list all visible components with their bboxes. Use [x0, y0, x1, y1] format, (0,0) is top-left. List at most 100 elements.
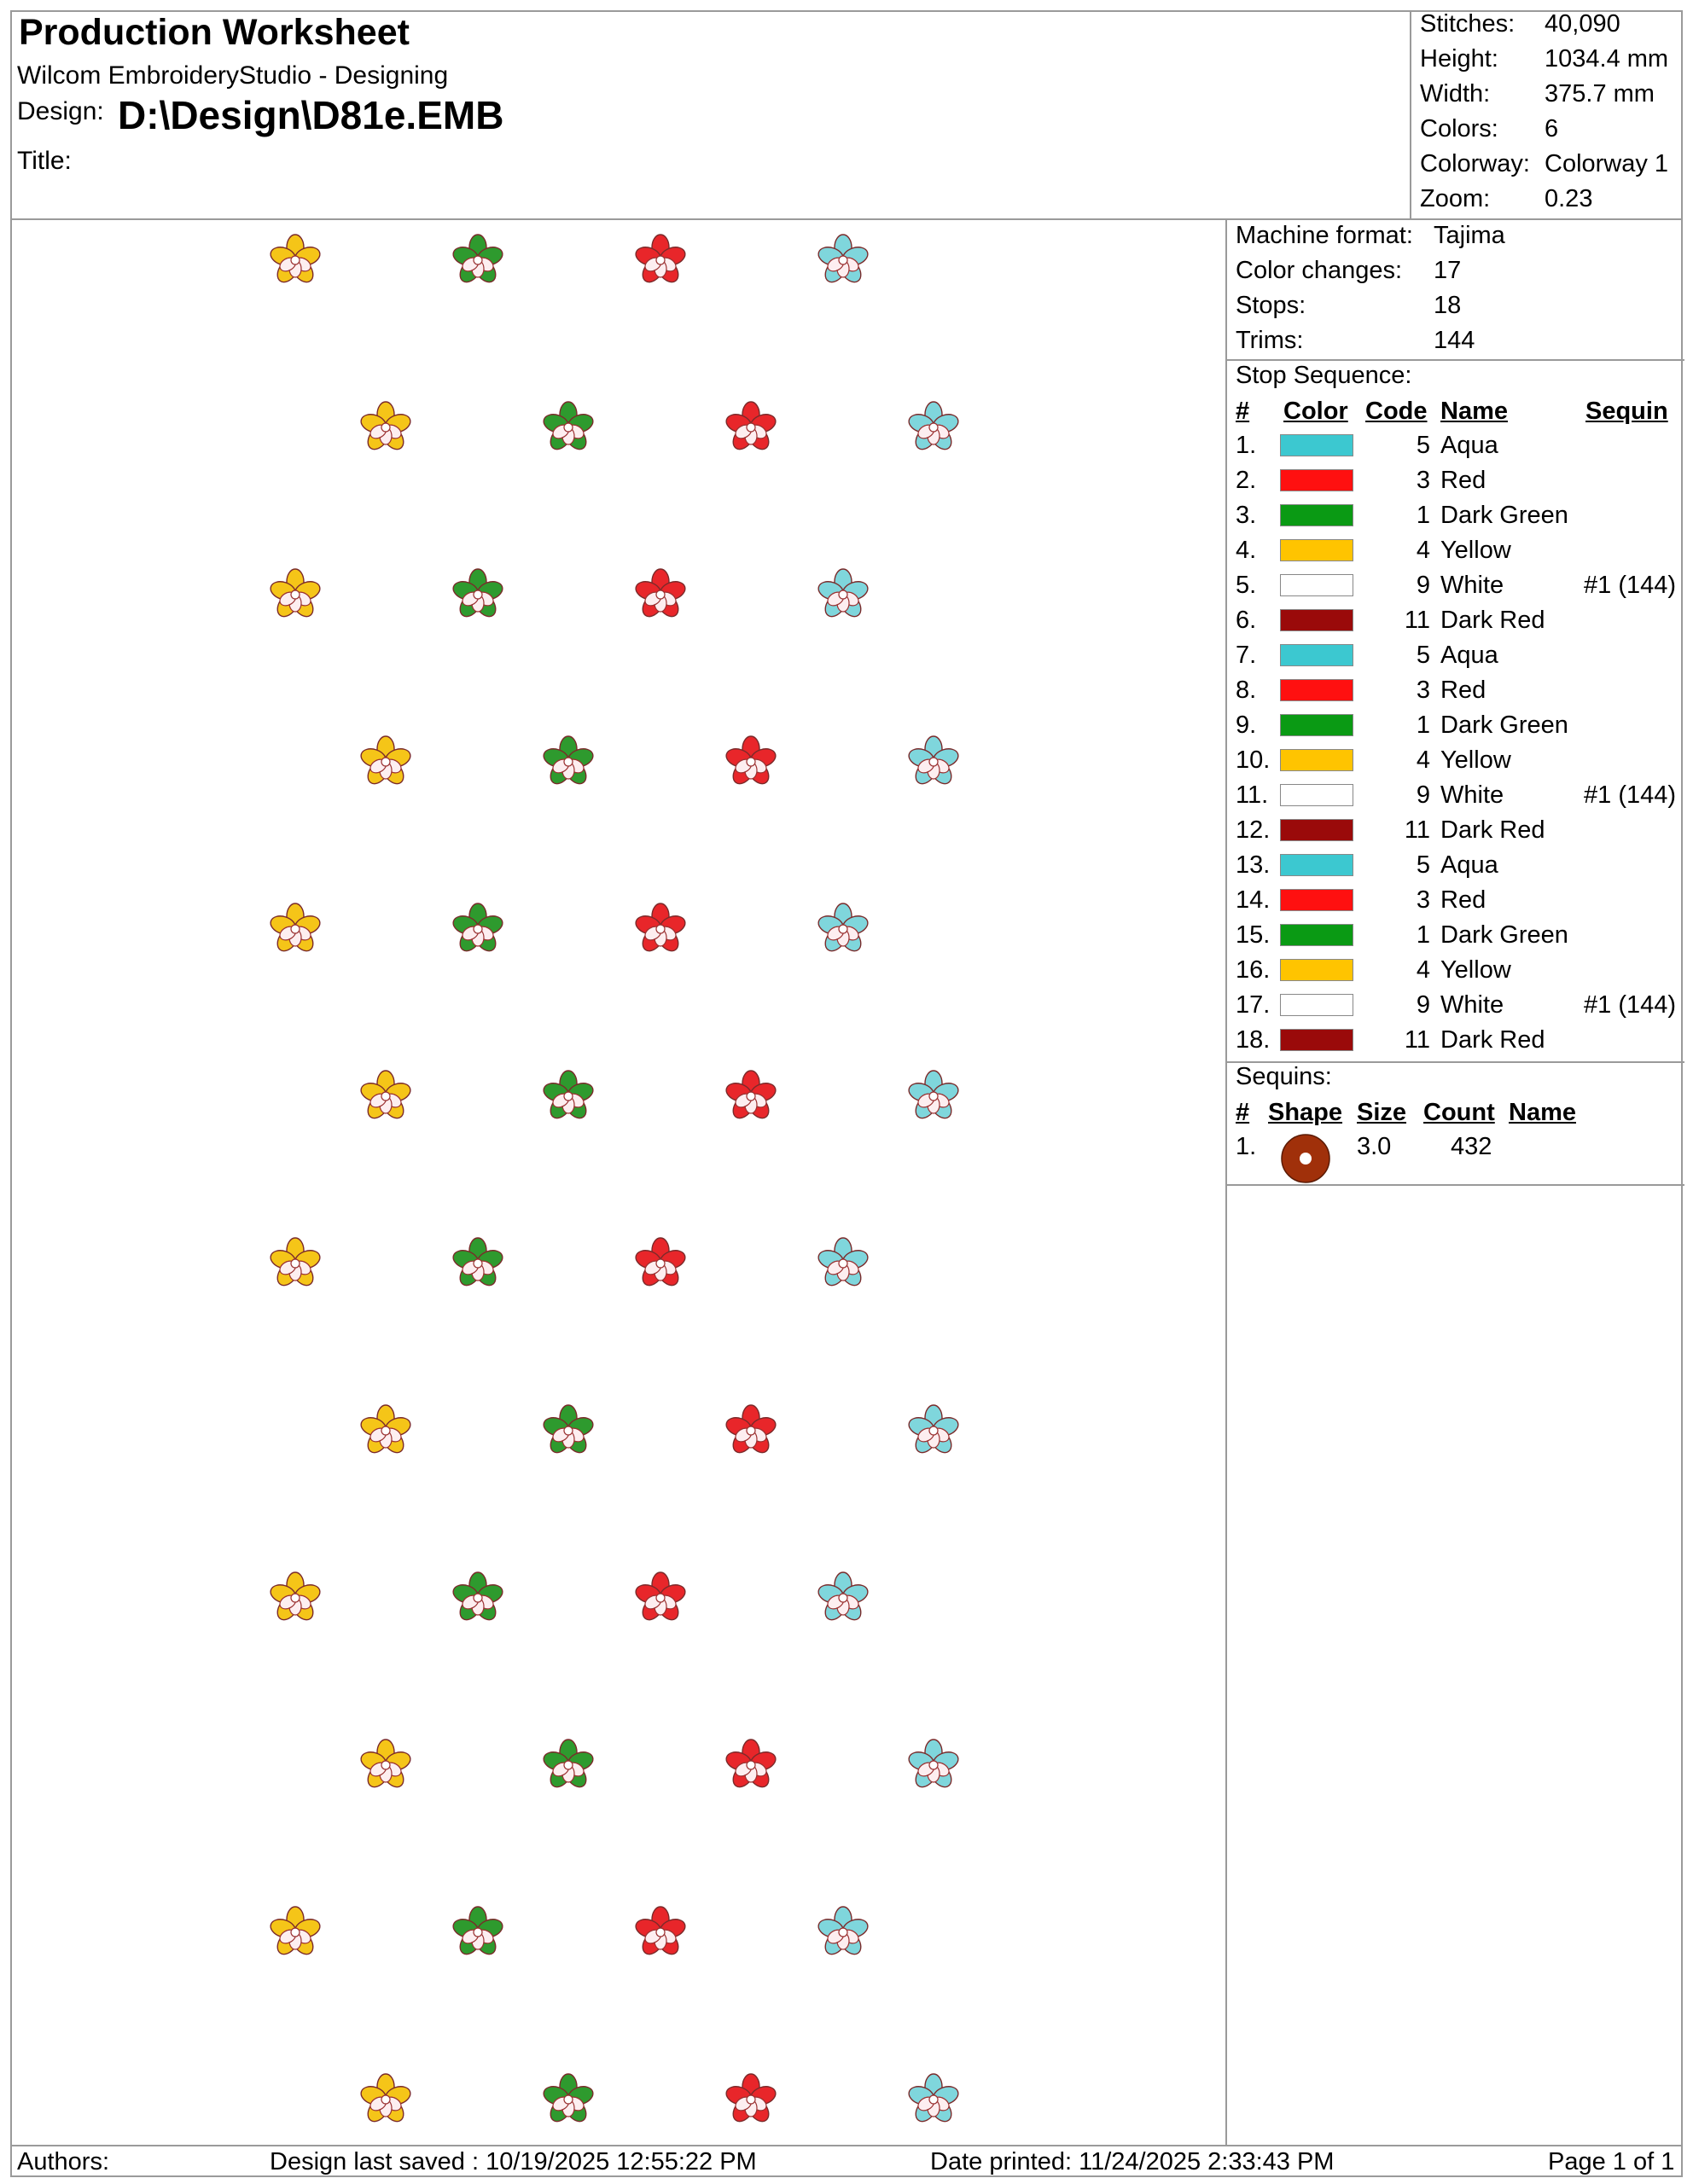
color-swatch: [1280, 784, 1353, 806]
flower-motif-icon: [908, 1404, 959, 1454]
sequin-header-name: Name: [1509, 1099, 1576, 1126]
flower-motif-icon: [360, 735, 411, 785]
thread-name: Yellow: [1440, 746, 1511, 774]
flower-motif-icon: [270, 568, 321, 618]
design-last-saved: Design last saved : 10/19/2025 12:55:22 …: [270, 2148, 757, 2175]
flower-motif-icon: [360, 1070, 411, 1119]
flower-motif-icon: [452, 234, 503, 283]
color-swatch: [1280, 994, 1353, 1016]
stop-number: 16.: [1236, 956, 1271, 984]
stop-row: 14. 3 Red: [1227, 886, 1684, 921]
stop-row: 3. 1 Dark Green: [1227, 502, 1684, 537]
flower-motif-icon: [452, 1571, 503, 1621]
flower-motif-icon: [817, 1571, 869, 1621]
thread-name: White: [1440, 991, 1504, 1019]
color-swatch: [1280, 714, 1353, 736]
design-preview: [12, 222, 1224, 2143]
sequin-header-size: Size: [1357, 1099, 1407, 1126]
stop-row: 10. 4 Yellow: [1227, 746, 1684, 781]
flower-motif-icon: [635, 568, 686, 618]
flower-motif-icon: [543, 1070, 594, 1119]
stop-row: 13. 5 Aqua: [1227, 851, 1684, 886]
flower-motif-icon: [908, 2073, 959, 2123]
sequins-title: Sequins:: [1236, 1063, 1332, 1090]
thread-code: 11: [1404, 607, 1430, 634]
title-label: Title:: [17, 147, 72, 175]
color-swatch: [1280, 959, 1353, 981]
flower-motif-icon: [817, 903, 869, 952]
stop-row: 7. 5 Aqua: [1227, 642, 1684, 677]
thread-code: 1: [1416, 502, 1430, 529]
thread-code: 9: [1416, 991, 1430, 1019]
flower-motif-icon: [543, 401, 594, 450]
sequin-header-shape: Shape: [1268, 1099, 1343, 1126]
flower-motif-icon: [635, 1237, 686, 1287]
flower-motif-icon: [452, 1237, 503, 1287]
flower-motif-icon: [725, 1070, 777, 1119]
color-swatch: [1280, 679, 1353, 701]
flower-motif-icon: [725, 401, 777, 450]
stop-row: 11. 9 White #1 (144): [1227, 781, 1684, 816]
flower-motif-icon: [635, 234, 686, 283]
divider: [1227, 1184, 1684, 1186]
thread-code: 5: [1416, 642, 1430, 669]
divider: [1227, 359, 1684, 361]
stop-number: 18.: [1236, 1026, 1271, 1054]
design-label: Design:: [17, 97, 104, 125]
flower-motif-icon: [452, 903, 503, 952]
color-swatch: [1280, 819, 1353, 841]
flower-motif-icon: [270, 1571, 321, 1621]
stop-header-sequin: Sequin: [1585, 398, 1668, 425]
page-frame: [10, 10, 1683, 2177]
stop-number: 8.: [1236, 677, 1257, 704]
thread-code: 11: [1404, 816, 1430, 844]
color-changes-row: Color changes: 17: [1236, 257, 1462, 284]
flower-motif-icon: [452, 1906, 503, 1955]
stop-number: 17.: [1236, 991, 1271, 1019]
authors-label: Authors:: [17, 2148, 109, 2175]
thread-name: Aqua: [1440, 432, 1498, 459]
thread-name: Dark Green: [1440, 921, 1568, 949]
flower-motif-icon: [635, 1906, 686, 1955]
machine-format-row: Machine format: Tajima: [1236, 222, 1505, 249]
color-swatch: [1280, 609, 1353, 631]
color-swatch: [1280, 1029, 1353, 1051]
stop-sequence-title: Stop Sequence:: [1236, 362, 1412, 389]
stop-row: 18. 11 Dark Red: [1227, 1026, 1684, 1061]
stop-row: 5. 9 White #1 (144): [1227, 572, 1684, 607]
flower-motif-icon: [725, 2073, 777, 2123]
stop-row: 12. 11 Dark Red: [1227, 816, 1684, 851]
color-swatch: [1280, 749, 1353, 771]
flower-motif-icon: [543, 1404, 594, 1454]
flower-motif-icon: [270, 903, 321, 952]
thread-code: 1: [1416, 712, 1430, 739]
color-swatch: [1280, 644, 1353, 666]
color-swatch: [1280, 574, 1353, 596]
flower-motif-icon: [270, 1906, 321, 1955]
thread-code: 5: [1416, 432, 1430, 459]
stop-row: 2. 3 Red: [1227, 467, 1684, 502]
stop-number: 5.: [1236, 572, 1257, 599]
stop-row: 8. 3 Red: [1227, 677, 1684, 712]
sequin-size: 3.0: [1357, 1133, 1392, 1160]
color-swatch: [1280, 889, 1353, 911]
thread-name: Aqua: [1440, 642, 1498, 669]
flower-motif-icon: [543, 735, 594, 785]
trims-row: Trims: 144: [1236, 327, 1475, 354]
thread-name: White: [1440, 781, 1504, 809]
thread-code: 3: [1416, 886, 1430, 914]
stop-row: 15. 1 Dark Green: [1227, 921, 1684, 956]
stop-row: 9. 1 Dark Green: [1227, 712, 1684, 746]
sequin-count: 432: [1451, 1133, 1492, 1160]
stop-header-code: Code: [1365, 398, 1428, 425]
stop-number: 7.: [1236, 642, 1257, 669]
flower-motif-icon: [817, 1906, 869, 1955]
stop-number: 4.: [1236, 537, 1257, 564]
sequin-header-num: #: [1236, 1099, 1250, 1126]
sequin-header-count: Count: [1423, 1099, 1495, 1126]
worksheet-footer: Authors: Design last saved : 10/19/2025 …: [10, 2145, 1683, 2177]
worksheet-header: Production Worksheet Wilcom EmbroiderySt…: [10, 10, 1683, 220]
thread-name: Dark Red: [1440, 816, 1545, 844]
stop-number: 14.: [1236, 886, 1271, 914]
flower-motif-icon: [270, 234, 321, 283]
